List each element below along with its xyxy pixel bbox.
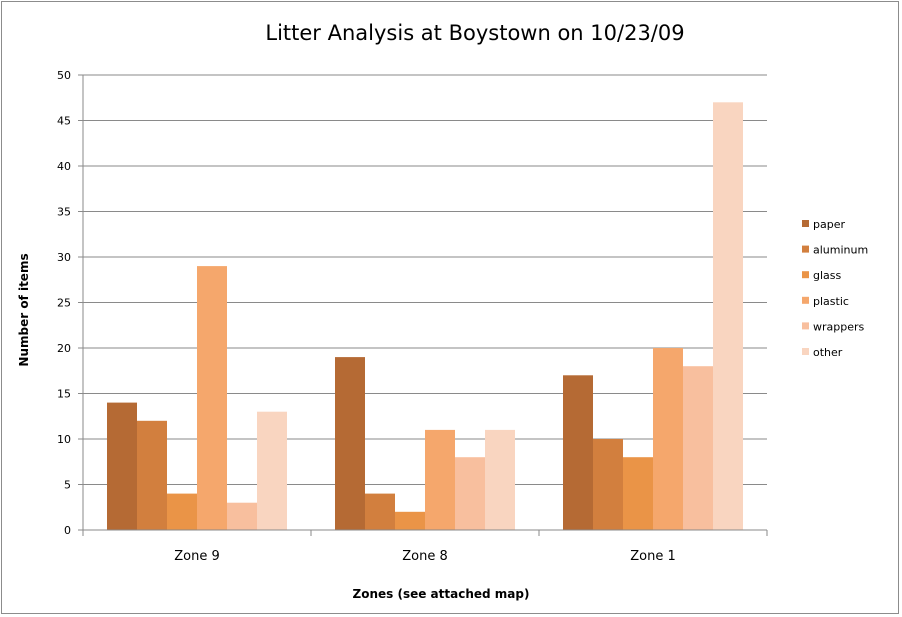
bar-wrappers-zone-8	[455, 457, 485, 530]
chart-title: Litter Analysis at Boystown on 10/23/09	[265, 21, 684, 45]
legend: paper aluminum glass plastic wrappers other	[802, 218, 868, 359]
bar-plastic-zone-1	[653, 348, 683, 530]
y-tick-label: 10	[57, 433, 71, 446]
legend-label-other: other	[813, 346, 843, 359]
legend-label-aluminum: aluminum	[813, 244, 868, 257]
bar-glass-zone-8	[395, 512, 425, 530]
y-tick-label: 25	[57, 297, 71, 310]
bar-aluminum-zone-1	[593, 439, 623, 530]
y-tick-label: 20	[57, 342, 71, 355]
y-tick-label: 35	[57, 206, 71, 219]
bar-paper-zone-9	[107, 403, 137, 530]
bar-plastic-zone-8	[425, 430, 455, 530]
bar-aluminum-zone-8	[365, 494, 395, 530]
y-tick-label: 30	[57, 251, 71, 264]
legend-swatch-glass	[802, 271, 809, 278]
y-tick-label: 15	[57, 388, 71, 401]
x-axis-label: Zones (see attached map)	[353, 587, 530, 601]
legend-swatch-paper	[802, 220, 809, 227]
y-tick-label: 40	[57, 160, 71, 173]
y-axis-label: Number of items	[17, 253, 31, 366]
bar-glass-zone-9	[167, 494, 197, 530]
bar-wrappers-zone-1	[683, 366, 713, 530]
bar-wrappers-zone-9	[227, 503, 257, 530]
y-tick-label: 45	[57, 115, 71, 128]
y-tick-label: 0	[64, 524, 71, 537]
bar-paper-zone-8	[335, 357, 365, 530]
bar-other-zone-8	[485, 430, 515, 530]
bar-other-zone-9	[257, 412, 287, 530]
bar-plastic-zone-9	[197, 266, 227, 530]
legend-label-glass: glass	[813, 269, 842, 282]
x-tick-label: Zone 9	[174, 549, 220, 564]
bar-other-zone-1	[713, 102, 743, 530]
legend-label-paper: paper	[813, 218, 845, 231]
legend-swatch-wrappers	[802, 322, 809, 329]
bar-paper-zone-1	[563, 375, 593, 530]
legend-label-plastic: plastic	[813, 295, 849, 308]
y-tick-label: 5	[64, 479, 71, 492]
bar-aluminum-zone-9	[137, 421, 167, 530]
legend-swatch-other	[802, 348, 809, 355]
legend-swatch-plastic	[802, 297, 809, 304]
x-tick-label: Zone 8	[402, 549, 448, 564]
x-tick-label: Zone 1	[630, 549, 676, 564]
legend-label-wrappers: wrappers	[813, 320, 865, 333]
legend-swatch-aluminum	[802, 246, 809, 253]
y-tick-label: 50	[57, 69, 71, 82]
bar-glass-zone-1	[623, 457, 653, 530]
